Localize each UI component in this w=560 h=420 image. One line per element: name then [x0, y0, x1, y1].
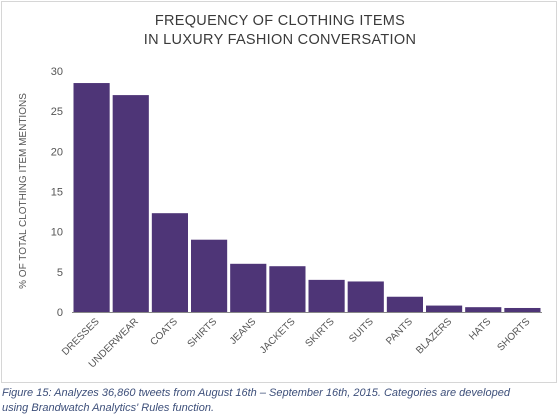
bar-jackets [269, 266, 306, 312]
y-tick-label: 5 [57, 267, 63, 279]
y-tick-label: 25 [51, 106, 63, 118]
x-tick-label: PANTS [384, 316, 415, 347]
bars [73, 83, 541, 312]
caption-line-2: using Brandwatch Analytics' Rules functi… [2, 402, 215, 414]
x-tick-label: DRESSES [60, 316, 102, 358]
bar-jeans [230, 263, 267, 312]
x-tick-label: BLAZERS [414, 316, 454, 356]
bar-skirts [308, 279, 345, 312]
x-tick-label: JEANS [228, 316, 259, 347]
chart-title-line-2: IN LUXURY FASHION CONVERSATION [143, 32, 417, 48]
bar-chart: % OF TOTAL CLOTHING ITEM MENTIONS 0 5 10 15… [18, 66, 542, 370]
y-tick-label: 20 [51, 146, 63, 158]
y-tick-label: 30 [51, 66, 63, 78]
chart-title-line-1: FREQUENCY OF CLOTHING ITEMS [154, 13, 406, 29]
bar-suits [347, 281, 384, 312]
y-tick-label: 10 [51, 227, 63, 239]
bar-underwear [112, 95, 149, 312]
y-tick-label: 15 [51, 187, 63, 199]
x-tick-label: SUITS [347, 316, 376, 345]
y-axis-ticks: 0 5 10 15 20 25 30 [51, 66, 63, 319]
bar-shirts [191, 239, 228, 312]
chart-title: FREQUENCY OF CLOTHING ITEMS IN LUXURY FA… [0, 12, 560, 50]
caption-line-1: Figure 15: Analyzes 36,860 tweets from A… [2, 387, 510, 399]
x-tick-label: SKIRTS [304, 316, 337, 349]
y-tick-label: 0 [57, 307, 63, 319]
y-axis-label: % OF TOTAL CLOTHING ITEM MENTIONS [18, 93, 29, 289]
x-tick-label: SHORTS [495, 316, 532, 353]
x-tick-label: JACKETS [258, 316, 298, 356]
x-tick-label: COATS [148, 316, 180, 348]
bar-shorts [504, 307, 541, 312]
bar-dresses [73, 83, 110, 312]
bar-blazers [426, 305, 463, 312]
bar-coats [151, 213, 188, 312]
figure-caption: Figure 15: Analyzes 36,860 tweets from A… [2, 386, 558, 416]
bar-hats [465, 307, 502, 312]
x-tick-label: HATS [467, 316, 493, 342]
x-tick-label: SHIRTS [186, 316, 220, 350]
bar-pants [386, 296, 423, 312]
